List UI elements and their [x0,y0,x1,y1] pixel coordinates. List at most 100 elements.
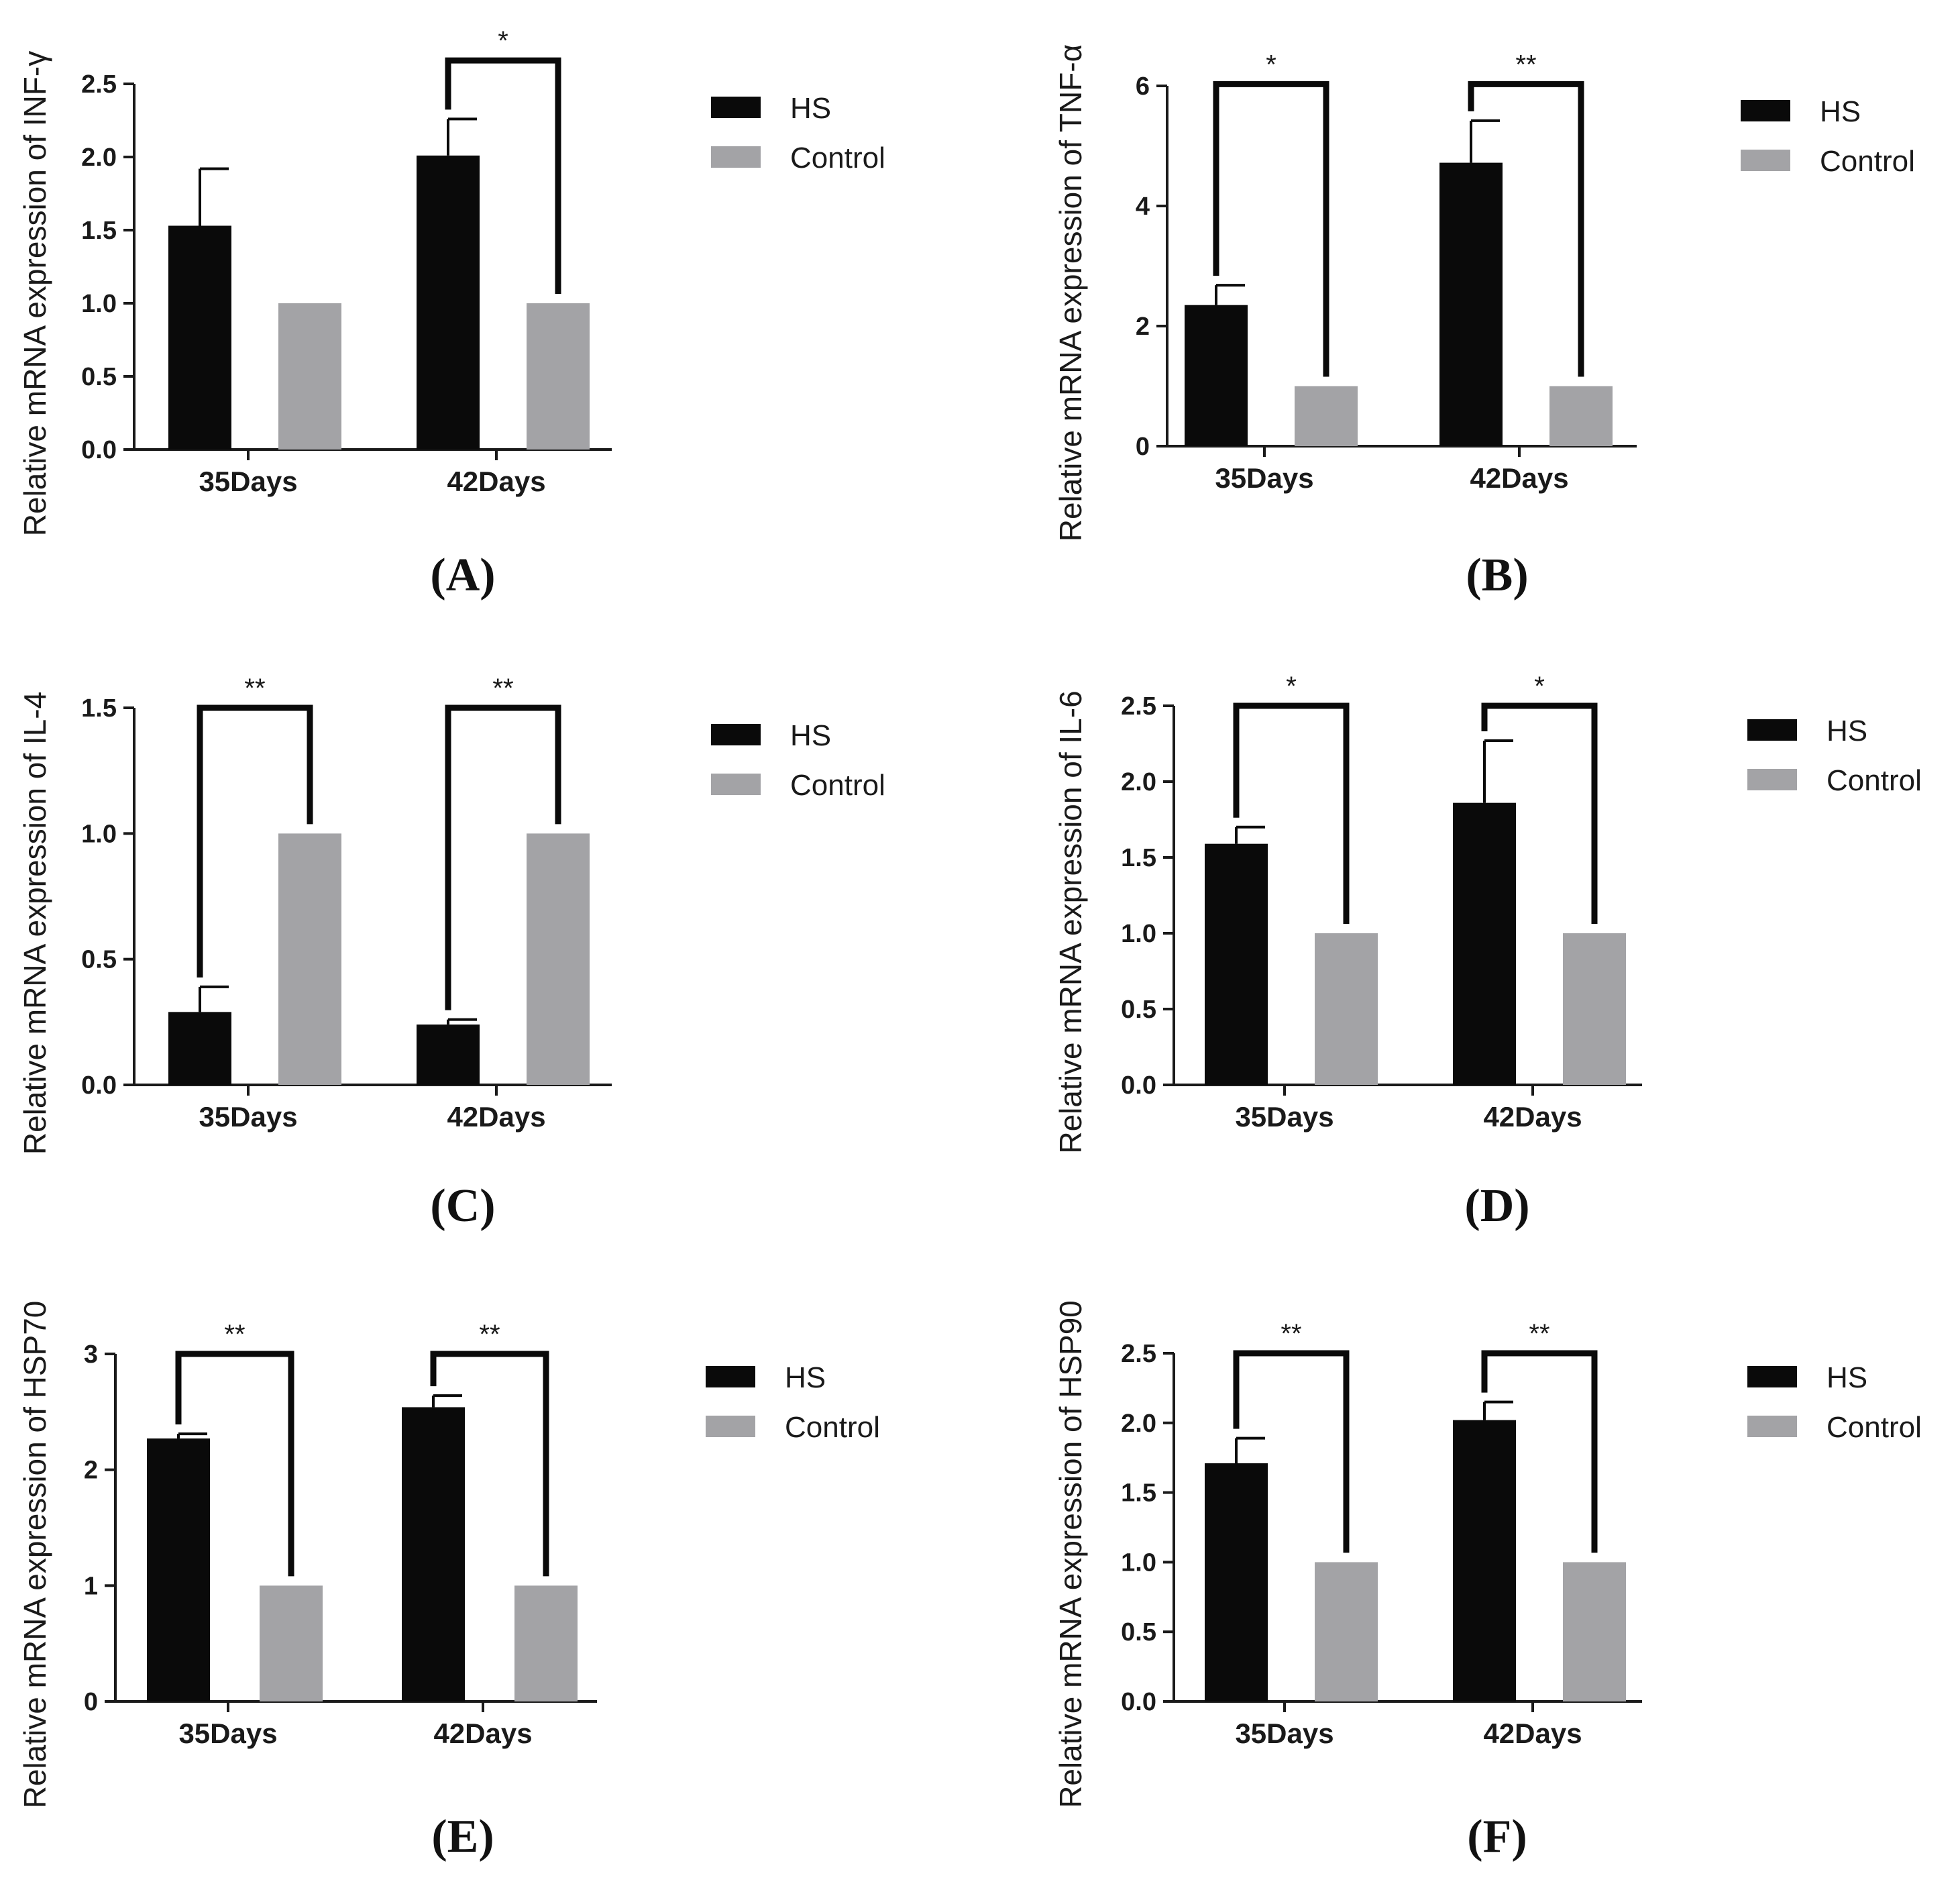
y-tick-label: 0.5 [1121,1618,1156,1646]
y-tick-label: 2 [1136,313,1150,341]
y-tick-label: 1.0 [81,820,117,848]
x-tick-label: 35Days [1235,1718,1333,1749]
legend-label-control: Control [790,142,885,174]
y-axis-label: Relative mRNA expression of IL-4 [17,692,52,1155]
x-tick-label: 42Days [447,466,545,497]
legend-label-control: Control [790,769,885,802]
y-tick-label: 1.0 [81,290,117,318]
legend-swatch-hs [1747,719,1797,741]
x-tick-label: 42Days [433,1718,532,1749]
bar-control-35days [1315,933,1378,1085]
bar-hs-42days [402,1407,465,1701]
legend-label-hs: HS [1827,1361,1867,1394]
bar-control-42days [1563,933,1626,1085]
legend-label-control: Control [785,1411,880,1444]
y-tick-label: 2.0 [1121,768,1156,796]
x-tick-label: 42Days [1483,1101,1582,1133]
panel-label: (B) [1466,549,1528,601]
significance-bracket [175,1351,294,1577]
legend-swatch-control [1747,1416,1797,1437]
y-axis-label: Relative mRNA expression of INF-γ [17,51,52,536]
legend-label-control: Control [1827,764,1922,797]
legend-label-hs: HS [785,1361,826,1394]
y-tick-label: 0.0 [81,1071,117,1100]
x-tick-label: 35Days [199,1101,297,1133]
legend-swatch-hs [1741,100,1790,121]
bar-control-42days [1563,1562,1626,1701]
y-tick-label: 0 [1136,433,1150,461]
y-tick-label: 1.0 [1121,920,1156,948]
significance-label: * [1266,50,1276,79]
y-tick-label: 6 [1136,72,1150,101]
significance-bracket [1213,81,1329,377]
legend-label-hs: HS [1820,95,1861,128]
bar-control-42days [514,1585,578,1701]
significance-bracket [1233,702,1350,924]
bar-control-35days [278,303,341,450]
bar-control-35days [278,833,341,1085]
y-axis-label: Relative mRNA expression of HSP90 [1053,1300,1088,1808]
bar-hs-35days [1185,305,1248,446]
y-tick-label: 0.5 [81,363,117,391]
significance-label: * [1534,672,1545,701]
y-tick-label: 4 [1136,193,1150,221]
significance-bracket [1468,81,1584,377]
bar-hs-42days [417,1024,480,1085]
bar-hs-42days [417,155,480,450]
legend-label-hs: HS [1827,715,1867,747]
y-tick-label: 1.5 [1121,1479,1156,1508]
significance-label: * [1286,672,1297,701]
bar-hs-42days [1439,162,1503,446]
chart-panel-5: Relative mRNA expression of HSP70 0 1 2 3 35D… [17,1301,880,1862]
y-axis-label: Relative mRNA expression of IL-6 [1053,690,1088,1153]
significance-label: ** [1281,1319,1301,1349]
y-axis-label: Relative mRNA expression of TNF-α [1053,44,1088,542]
panel-label: (A) [430,549,495,601]
legend-swatch-hs [711,724,761,745]
significance-bracket [1481,702,1598,924]
bar-hs-35days [1205,1463,1268,1701]
panel-label: (C) [430,1180,495,1232]
bar-control-35days [1315,1562,1378,1701]
x-tick-label: 42Days [1470,462,1568,494]
bar-hs-35days [147,1438,210,1701]
y-tick-label: 2 [84,1457,98,1485]
panel-label: (F) [1467,1811,1527,1862]
legend-label-hs: HS [790,92,831,125]
significance-label: ** [1515,50,1536,79]
y-tick-label: 1 [84,1572,98,1600]
bar-hs-42days [1453,1420,1516,1701]
x-tick-label: 35Days [1235,1101,1333,1133]
significance-label: ** [1529,1319,1549,1349]
significance-label: ** [479,1320,500,1349]
chart-panel-3: Relative mRNA expression of IL-4 0.0 0.5 1.… [17,674,885,1232]
bar-hs-35days [168,225,231,450]
x-tick-label: 42Days [1483,1718,1582,1749]
x-tick-label: 35Days [178,1718,277,1749]
bar-control-35days [1295,386,1358,446]
significance-bracket [1233,1350,1350,1553]
significance-bracket [1481,1350,1598,1553]
chart-panel-2: Relative mRNA expression of TNF-α 0 2 4 6 35D… [1053,44,1915,601]
legend-label-hs: HS [790,719,831,752]
y-tick-label: 0.5 [81,946,117,974]
legend-swatch-control [711,774,761,795]
y-tick-label: 0.0 [1121,1688,1156,1716]
y-tick-label: 0 [84,1688,98,1716]
bar-control-42days [527,303,590,450]
chart-panel-4: Relative mRNA expression of IL-6 0.0 0.5 1.… [1053,672,1922,1232]
bar-control-42days [527,833,590,1085]
legend-label-control: Control [1827,1411,1922,1444]
legend-swatch-control [711,146,761,168]
y-tick-label: 2.0 [1121,1410,1156,1438]
panel-label: (E) [431,1811,494,1862]
y-axis-label: Relative mRNA expression of HSP70 [17,1301,52,1809]
y-tick-label: 1.5 [1121,844,1156,872]
y-tick-label: 0.0 [81,436,117,464]
significance-label: ** [492,674,513,703]
legend-swatch-hs [706,1366,755,1387]
significance-label: ** [224,1320,245,1349]
legend-swatch-control [1741,150,1790,171]
legend-swatch-control [706,1416,755,1437]
